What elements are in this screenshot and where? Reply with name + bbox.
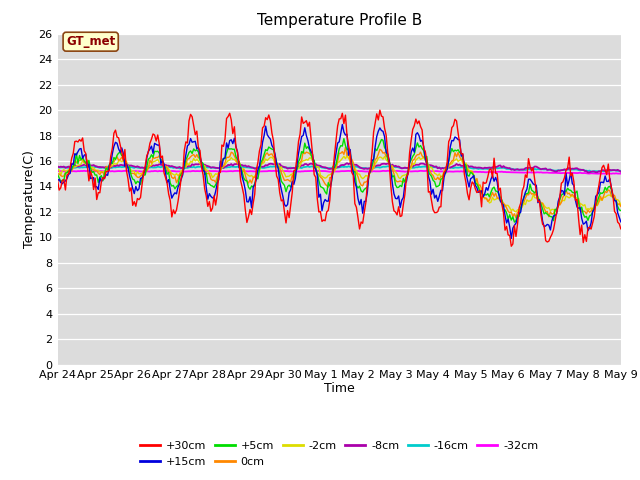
-16cm — [374, 164, 382, 170]
+30cm — [551, 218, 559, 224]
Y-axis label: Temperature(C): Temperature(C) — [22, 150, 36, 248]
+5cm — [376, 140, 384, 146]
+30cm — [69, 151, 77, 156]
0cm — [407, 163, 415, 168]
+15cm — [407, 149, 415, 155]
-32cm — [395, 168, 403, 174]
0cm — [376, 146, 384, 152]
0cm — [69, 165, 77, 170]
+15cm — [159, 158, 166, 164]
Line: -32cm: -32cm — [58, 171, 621, 174]
-8cm — [407, 164, 415, 170]
-16cm — [395, 165, 403, 170]
-2cm — [551, 208, 559, 214]
+30cm — [508, 243, 515, 249]
+5cm — [551, 206, 559, 212]
Line: -8cm: -8cm — [58, 163, 621, 172]
-8cm — [584, 169, 592, 175]
-32cm — [69, 168, 77, 174]
+15cm — [508, 236, 515, 241]
-32cm — [54, 168, 61, 174]
0cm — [551, 206, 559, 212]
Line: -2cm: -2cm — [58, 156, 621, 212]
-32cm — [159, 168, 166, 174]
0cm — [395, 179, 403, 184]
+5cm — [617, 208, 625, 214]
Title: Temperature Profile B: Temperature Profile B — [257, 13, 422, 28]
-8cm — [395, 164, 403, 169]
+15cm — [69, 162, 77, 168]
-16cm — [589, 169, 596, 175]
+5cm — [69, 163, 77, 168]
-16cm — [159, 164, 166, 169]
+5cm — [407, 157, 415, 163]
+15cm — [376, 125, 384, 131]
Legend: +30cm, +15cm, +5cm, 0cm, -2cm, -8cm, -16cm, -32cm: +30cm, +15cm, +5cm, 0cm, -2cm, -8cm, -16… — [136, 437, 543, 471]
-32cm — [407, 168, 415, 174]
-16cm — [387, 163, 395, 169]
-2cm — [159, 158, 166, 164]
+30cm — [395, 204, 403, 210]
-2cm — [512, 209, 520, 215]
0cm — [512, 215, 520, 221]
+30cm — [617, 226, 625, 232]
-16cm — [54, 165, 61, 170]
-32cm — [617, 171, 625, 177]
-2cm — [376, 154, 384, 160]
-32cm — [550, 170, 557, 176]
X-axis label: Time: Time — [324, 383, 355, 396]
-16cm — [617, 168, 625, 174]
-2cm — [343, 153, 351, 158]
+30cm — [54, 178, 61, 183]
-16cm — [69, 165, 77, 170]
-8cm — [617, 169, 625, 175]
Line: +5cm: +5cm — [58, 139, 621, 222]
0cm — [342, 144, 349, 150]
-8cm — [343, 160, 351, 166]
-32cm — [607, 171, 615, 177]
Text: GT_met: GT_met — [66, 35, 115, 48]
Line: +30cm: +30cm — [58, 110, 621, 246]
-32cm — [387, 168, 395, 174]
+5cm — [340, 136, 348, 142]
+5cm — [395, 184, 403, 190]
+30cm — [407, 137, 415, 143]
+15cm — [54, 178, 61, 184]
+5cm — [511, 219, 518, 225]
-16cm — [550, 168, 557, 173]
-2cm — [407, 165, 415, 171]
Line: 0cm: 0cm — [58, 147, 621, 218]
+30cm — [374, 117, 382, 123]
-8cm — [376, 163, 384, 168]
-2cm — [395, 175, 403, 180]
-16cm — [407, 165, 415, 170]
+15cm — [551, 213, 559, 218]
+30cm — [376, 108, 384, 113]
-8cm — [69, 165, 77, 170]
0cm — [159, 158, 166, 164]
0cm — [54, 171, 61, 177]
-8cm — [550, 168, 557, 174]
Line: +15cm: +15cm — [58, 124, 621, 239]
+5cm — [54, 172, 61, 178]
Line: -16cm: -16cm — [58, 166, 621, 172]
+15cm — [395, 193, 403, 199]
+15cm — [339, 121, 346, 127]
+15cm — [617, 219, 625, 225]
-2cm — [69, 164, 77, 170]
-32cm — [374, 168, 382, 174]
+30cm — [159, 153, 166, 159]
-8cm — [54, 164, 61, 169]
-8cm — [159, 162, 166, 168]
-2cm — [617, 202, 625, 208]
+5cm — [159, 157, 166, 163]
0cm — [617, 204, 625, 209]
-2cm — [54, 166, 61, 172]
